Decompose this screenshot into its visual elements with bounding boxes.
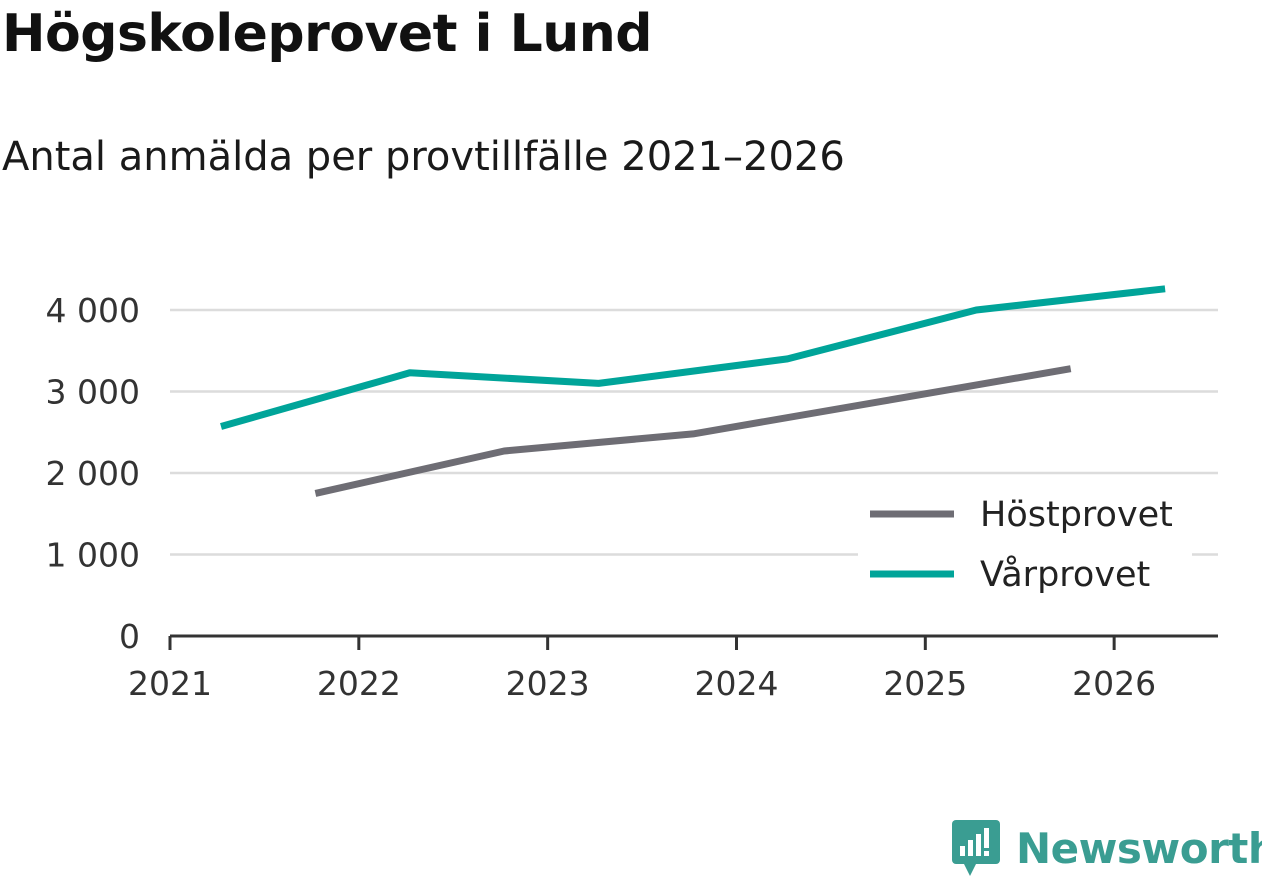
series-layer: [220, 285, 1166, 497]
x-tick-label: 2026: [1072, 664, 1156, 703]
x-tick-label: 2023: [506, 664, 590, 703]
legend: Höstprovet Vårprovet: [858, 488, 1192, 606]
chart-subtitle: Antal anmälda per provtillfälle 2021–202…: [2, 134, 845, 180]
x-tick-label: 2022: [317, 664, 401, 703]
x-tick-label: 2021: [128, 664, 212, 703]
y-tick-label: 2 000: [46, 454, 140, 493]
axis-layer: 0 1 000 2 000 3 000 4 000 2021 2022 2023 2024 202…: [46, 291, 1218, 703]
chart-title: Högskoleprovet i Lund: [2, 4, 652, 64]
series-line-1: [220, 285, 1166, 430]
legend-label: Vårprovet: [980, 554, 1150, 595]
x-tick-label: 2024: [694, 664, 778, 703]
series-line-0: [314, 365, 1072, 497]
y-tick-label: 0: [119, 617, 140, 656]
legend-label: Höstprovet: [980, 495, 1173, 535]
brand-logo: Newsworthy: [950, 818, 1262, 878]
legend-background: [858, 488, 1192, 606]
y-tick-label: 1 000: [46, 536, 140, 575]
brand-name: Newsworthy: [1016, 823, 1262, 873]
y-tick-label: 3 000: [46, 373, 140, 412]
y-tick-label: 4 000: [46, 291, 140, 330]
x-tick-label: 2025: [883, 664, 967, 703]
newsworthy-logo-icon: [952, 820, 1000, 876]
